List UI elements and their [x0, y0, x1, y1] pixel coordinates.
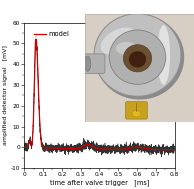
- model: [35, 36, 37, 39]
- model: [169, 149, 171, 151]
- Ellipse shape: [94, 14, 181, 96]
- model: [132, 146, 135, 148]
- Ellipse shape: [101, 28, 135, 54]
- Ellipse shape: [132, 110, 141, 117]
- model: [161, 149, 164, 151]
- Ellipse shape: [116, 42, 138, 55]
- Ellipse shape: [95, 15, 184, 100]
- Ellipse shape: [123, 45, 152, 72]
- Legend: model: model: [32, 29, 72, 39]
- Line: model: model: [24, 37, 175, 150]
- Ellipse shape: [109, 30, 166, 84]
- Ellipse shape: [84, 56, 91, 71]
- model: [86, 143, 89, 146]
- Ellipse shape: [157, 25, 170, 85]
- Ellipse shape: [129, 51, 146, 67]
- model: [173, 149, 176, 151]
- model: [23, 146, 25, 149]
- model: [94, 147, 97, 149]
- FancyBboxPatch shape: [83, 54, 105, 74]
- FancyBboxPatch shape: [126, 102, 147, 119]
- Y-axis label: amplified detector signal   [mV]: amplified detector signal [mV]: [3, 46, 9, 145]
- model: [87, 143, 90, 146]
- X-axis label: time after valve trigger   [ms]: time after valve trigger [ms]: [50, 180, 149, 186]
